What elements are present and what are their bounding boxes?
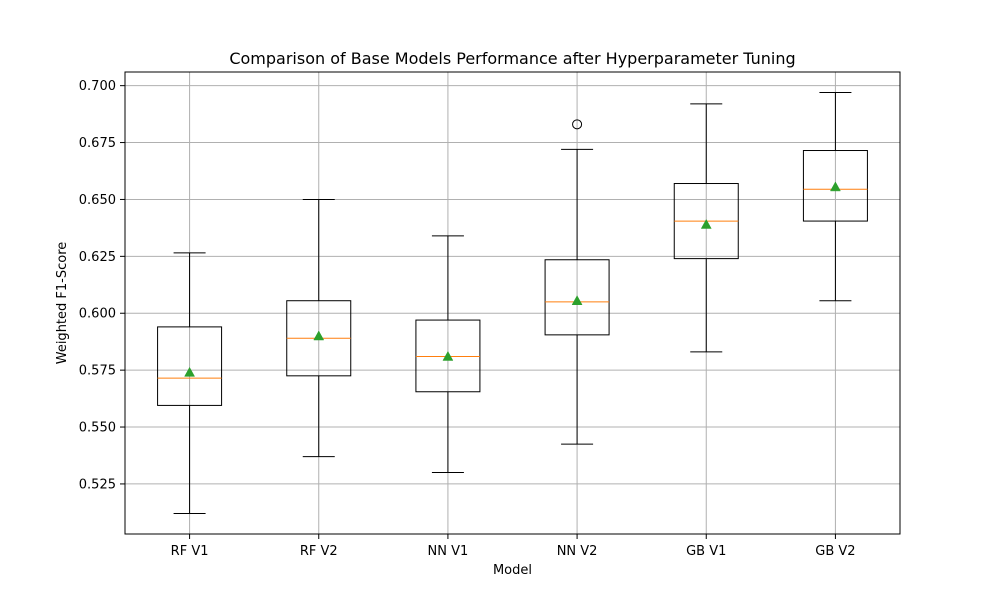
- y-tick-label: 0.550: [79, 421, 116, 436]
- iqr-box: [544, 259, 610, 336]
- chart-title: Comparison of Base Models Performance af…: [229, 49, 795, 68]
- y-tick-label: 0.700: [79, 79, 116, 94]
- y-tick-label: 0.675: [79, 136, 116, 151]
- mean-marker: [700, 218, 712, 229]
- box-nn-v2: [544, 119, 610, 445]
- box-rf-v2: [286, 198, 352, 458]
- iqr-box: [802, 150, 868, 222]
- y-tick-label: 0.600: [79, 307, 116, 322]
- axes-frame: [124, 71, 901, 535]
- x-axis-label: Model: [493, 563, 532, 578]
- x-tick-label: NN V2: [557, 544, 598, 559]
- iqr-box: [157, 326, 223, 406]
- mean-marker: [442, 350, 454, 361]
- y-tick-label: 0.625: [79, 250, 116, 265]
- x-tick-label: RF V1: [171, 544, 209, 559]
- box-gb-v1: [673, 103, 739, 353]
- boxes: [157, 91, 868, 515]
- box-rf-v1: [157, 252, 223, 515]
- mean-marker: [184, 366, 196, 377]
- ticks: 0.525 0.550 0.575 0.600 0.625 0.650 0.675 0.700…: [79, 79, 856, 559]
- box-nn-v1: [415, 235, 481, 474]
- x-tick-label: GB V2: [815, 544, 855, 559]
- grid-lines: [125, 72, 900, 534]
- box-gb-v2: [802, 91, 868, 302]
- y-tick-label: 0.650: [79, 193, 116, 208]
- iqr-box: [415, 319, 481, 393]
- x-tick-label: RF V2: [300, 544, 338, 559]
- mean-marker: [571, 295, 583, 305]
- y-axis-label: Weighted F1-Score: [55, 242, 70, 365]
- y-tick-label: 0.525: [79, 477, 116, 492]
- outlier-point: [572, 119, 583, 130]
- x-tick-label: GB V1: [686, 544, 726, 559]
- mean-marker: [313, 330, 325, 341]
- x-tick-label: NN V1: [428, 544, 469, 559]
- mean-marker: [829, 181, 841, 192]
- y-tick-label: 0.575: [79, 364, 116, 379]
